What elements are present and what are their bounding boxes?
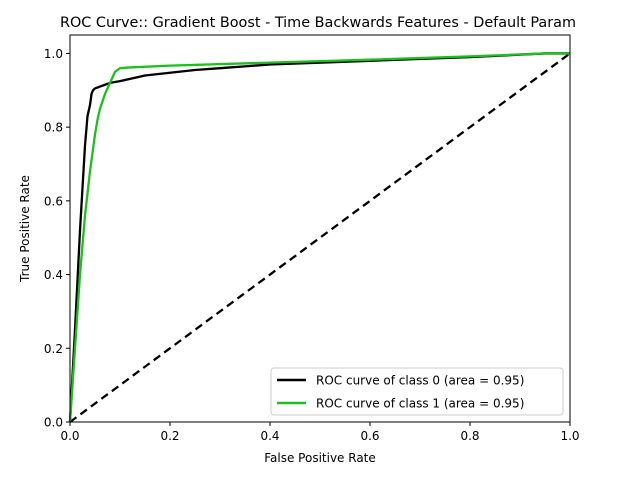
legend-label-class-1: ROC curve of class 1 (area = 0.95) (316, 397, 524, 411)
x-tick-label: 1.0 (560, 429, 579, 443)
legend-box (270, 367, 564, 416)
x-axis-label: False Positive Rate (264, 451, 376, 465)
legend-label-class-0: ROC curve of class 0 (area = 0.95) (316, 374, 524, 388)
roc-line-class-0 (68, 52, 570, 423)
y-tick-label: 0.0 (44, 416, 63, 430)
legend: ROC curve of class 0 (area = 0.95) ROC c… (270, 367, 564, 416)
x-tick-label: 0.6 (360, 429, 379, 443)
y-tick-label: 0.6 (44, 194, 63, 208)
x-tick-label: 0.0 (60, 429, 79, 443)
y-tick-label: 1.0 (44, 47, 63, 61)
x-tick-label: 0.2 (160, 429, 179, 443)
plot-frame (69, 34, 571, 423)
y-tick-label: 0.8 (44, 121, 63, 135)
plot-area (70, 35, 570, 422)
ticks-layer: 0.0 0.2 0.4 0.6 0.8 1.0 0.0 0.2 0.4 0.6 0.8 1.0 (44, 47, 580, 443)
roc-line-class-1 (68, 52, 570, 423)
y-tick-label: 0.2 (44, 342, 63, 356)
y-axis-label: True Positive Rate (18, 175, 32, 283)
x-tick-label: 0.8 (460, 429, 479, 443)
chart-title: ROC Curve:: Gradient Boost - Time Backwa… (60, 15, 576, 31)
x-tick-label: 0.4 (260, 429, 279, 443)
series-layer (68, 52, 571, 423)
y-tick-label: 0.4 (44, 268, 63, 282)
